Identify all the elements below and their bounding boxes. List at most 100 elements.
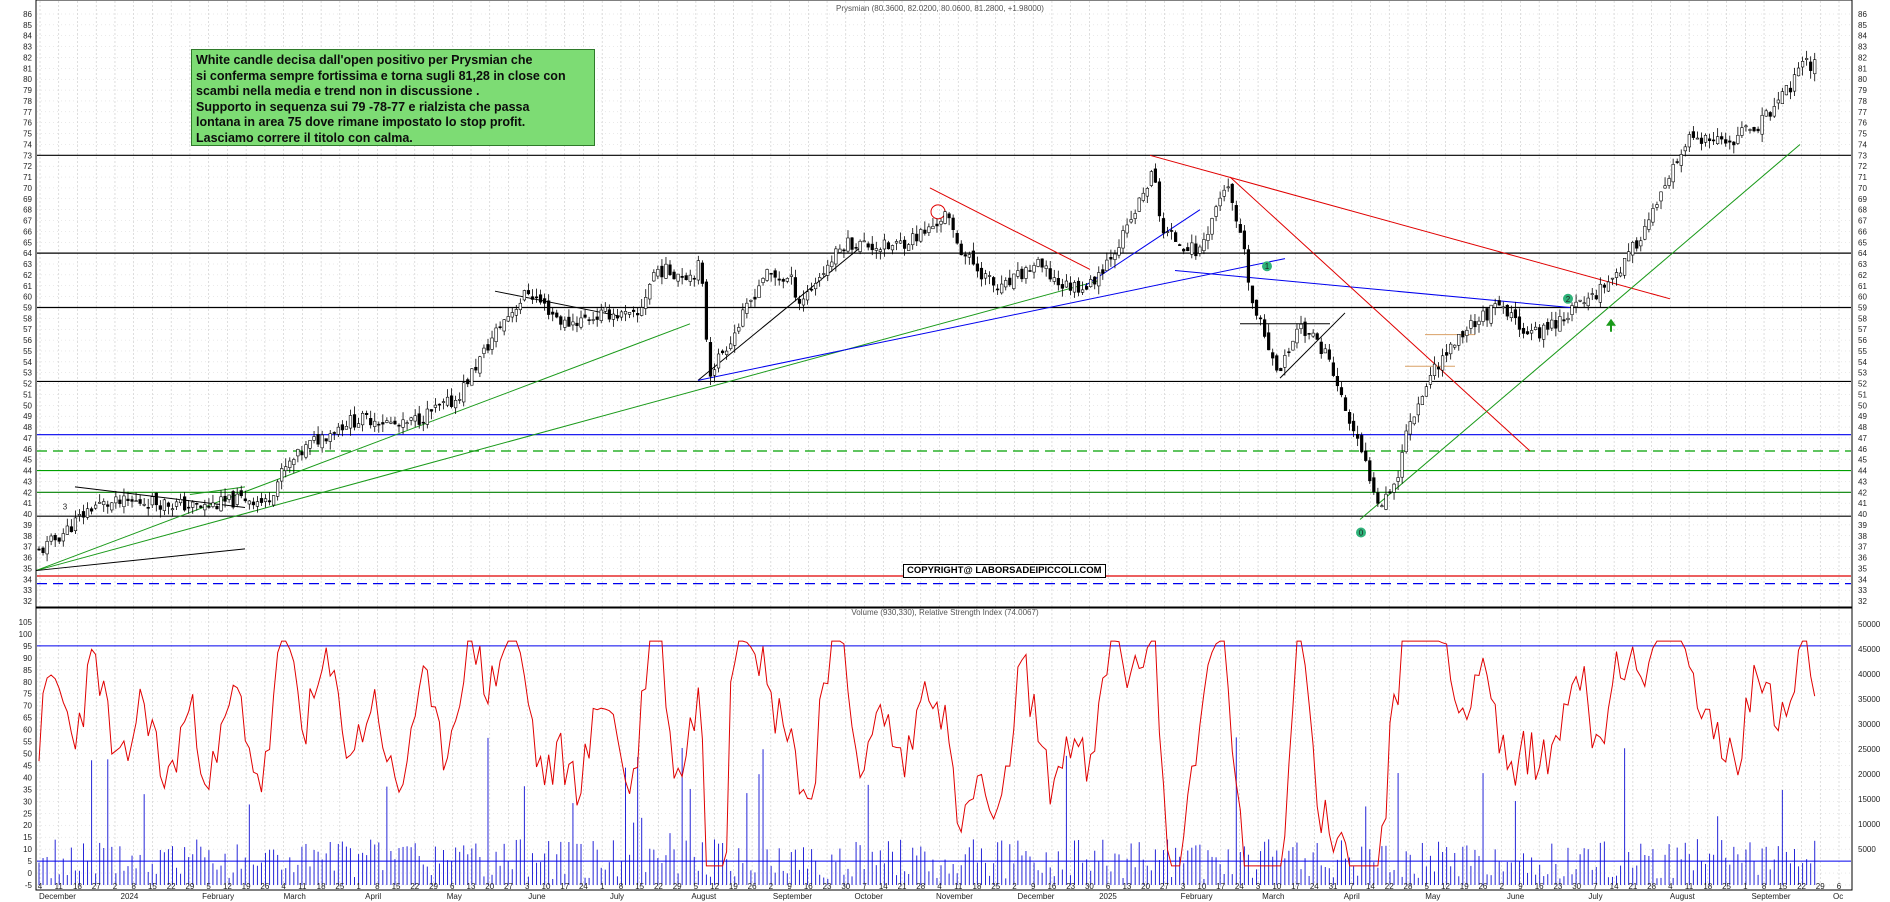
- price-y-tick: 58: [23, 314, 32, 323]
- candle-body: [502, 319, 506, 332]
- x-day-tick: 29: [429, 882, 438, 891]
- signal-markers: 3 1 2 0: [60, 261, 1616, 538]
- candle-body: [85, 508, 90, 518]
- price-y-tick: 49: [1858, 412, 1867, 421]
- trendline: [1279, 312, 1346, 379]
- candle-body: [822, 273, 826, 275]
- candle-body: [1752, 127, 1756, 132]
- candle-body: [1287, 351, 1291, 354]
- candle-body: [514, 309, 518, 316]
- rsi-y-ticks-right: 5000 10000 15000 20000 25000 30000 35000 40000 4…: [1858, 620, 1881, 854]
- candle-body: [1279, 368, 1283, 372]
- candle-body: [53, 535, 57, 541]
- candle-body: [1008, 277, 1012, 286]
- rsi-panel-frame: [35, 607, 1853, 891]
- price-panel: 3 1 2 0 Prysmian (80.3600, 82.0200, 80.0600…: [23, 0, 1867, 608]
- candle-body: [1060, 284, 1064, 289]
- rsi-y-tick: 35: [23, 785, 32, 794]
- candle-body: [543, 298, 547, 304]
- candle-body: [1675, 161, 1679, 163]
- candle-body: [332, 432, 336, 434]
- price-y-tick: 53: [23, 369, 32, 378]
- candle-body: [1659, 191, 1663, 202]
- price-y-tick: 50: [1858, 401, 1867, 410]
- candle-body: [660, 265, 664, 278]
- candle-body: [1246, 249, 1251, 283]
- candle-body: [1331, 362, 1335, 376]
- candle-body: [247, 500, 251, 505]
- price-chart-title: Prysmian (80.3600, 82.0200, 80.0600, 81.…: [836, 4, 1044, 13]
- candle-body: [118, 499, 122, 504]
- x-day-tick: 18: [1703, 882, 1712, 891]
- candle-body: [1194, 243, 1198, 257]
- price-y-tick: 84: [23, 32, 32, 41]
- price-y-tick: 68: [23, 206, 32, 215]
- candle-body: [907, 244, 911, 251]
- candle-body: [348, 415, 353, 429]
- candle-body: [959, 243, 963, 256]
- candle-body: [1351, 420, 1356, 432]
- x-day-tick: 27: [1160, 882, 1169, 891]
- candle-body: [1732, 141, 1736, 146]
- price-y-tick: 46: [1858, 445, 1867, 454]
- candle-body: [1760, 114, 1764, 135]
- signal-marker: [1563, 293, 1573, 304]
- candle-body: [1254, 299, 1259, 316]
- candle-body: [571, 321, 575, 326]
- candle-body: [486, 344, 490, 351]
- candle-body: [336, 426, 340, 435]
- candle-body: [1445, 352, 1449, 356]
- candle-body: [526, 290, 531, 295]
- price-y-tick: 59: [23, 304, 32, 313]
- x-day-tick: 17: [1291, 882, 1300, 891]
- signal-marker-label: 2: [1566, 295, 1571, 304]
- price-y-tick: 67: [23, 217, 32, 226]
- price-y-tick: 42: [1858, 488, 1867, 497]
- price-y-tick: 40: [1858, 510, 1867, 519]
- candle-body: [1558, 316, 1562, 332]
- price-y-tick: 49: [23, 412, 32, 421]
- candle-body: [858, 240, 862, 252]
- candle-body: [1360, 435, 1364, 453]
- x-month-label: August: [1670, 892, 1696, 901]
- candle-body: [632, 309, 636, 312]
- x-day-tick: 26: [1478, 882, 1487, 891]
- x-day-tick: 7: [1593, 882, 1598, 891]
- candle-body: [1190, 242, 1194, 255]
- candle-body: [37, 548, 41, 551]
- x-day-tick: 4: [281, 882, 286, 891]
- candle-body: [676, 273, 680, 282]
- x-day-tick: 25: [1722, 882, 1731, 891]
- candle-body: [308, 440, 312, 449]
- price-y-tick: 82: [1858, 53, 1867, 62]
- x-day-tick: 30: [841, 882, 850, 891]
- candle-body: [1080, 289, 1085, 293]
- trendlines: [35, 144, 1801, 572]
- price-y-tick: 61: [23, 282, 32, 291]
- candle-body: [1097, 272, 1101, 287]
- rsi-y-tick: 40: [23, 773, 32, 782]
- copyright-label: COPYRIGHT@ LABORSADEIPICCOLI.COM: [903, 564, 1106, 578]
- candle-body: [494, 327, 498, 342]
- candle-body: [1311, 332, 1315, 337]
- rsi-y-tick: 55: [23, 738, 32, 747]
- candle-body: [943, 211, 947, 224]
- candle-body: [316, 434, 320, 445]
- candle-body: [474, 366, 478, 371]
- candle-body: [1004, 280, 1008, 288]
- candle-body: [789, 274, 793, 277]
- x-month-label: April: [1344, 892, 1360, 901]
- x-month-label: October: [854, 892, 883, 901]
- candle-body: [377, 423, 381, 426]
- candle-body: [749, 299, 753, 302]
- candle-body: [356, 423, 361, 428]
- candle-body: [1186, 247, 1190, 252]
- candle-body: [1105, 259, 1109, 271]
- price-y-tick: 65: [23, 238, 32, 247]
- x-day-tick: 21: [1628, 882, 1637, 891]
- x-day-tick: 28: [1404, 882, 1413, 891]
- candle-body: [1145, 188, 1149, 197]
- x-month-label: July: [1588, 892, 1602, 901]
- price-y-tick: 33: [23, 586, 32, 595]
- candle-body: [1356, 434, 1360, 439]
